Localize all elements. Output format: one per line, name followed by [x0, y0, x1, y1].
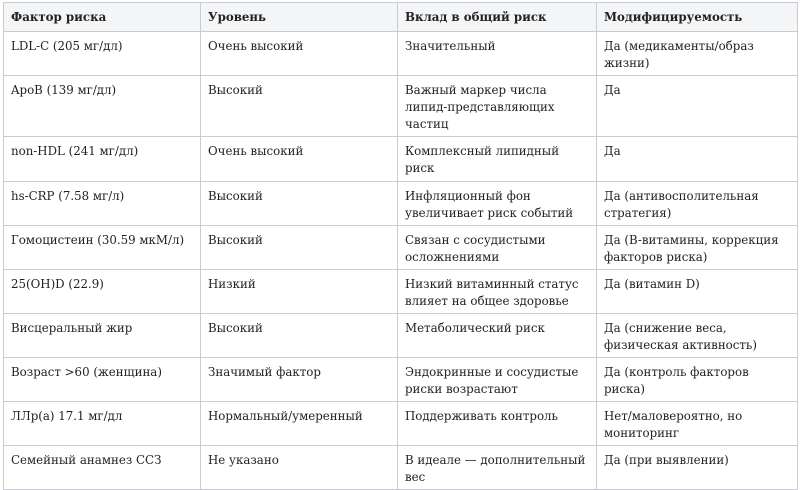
- cell-risk-factor: Висцеральный жир: [3, 313, 201, 358]
- header-modifiability: Модифицируемость: [596, 2, 798, 32]
- header-contribution: Вклад в общий риск: [397, 2, 597, 32]
- header-level: Уровень: [200, 2, 398, 32]
- cell-level: Не указано: [200, 445, 398, 490]
- cell-modifiability: Да (контроль факторов риска): [596, 357, 798, 402]
- cell-risk-factor: non-HDL (241 мг/дл): [3, 136, 201, 182]
- cell-modifiability: Да (B-витамины, коррекция факторов риска…: [596, 225, 798, 270]
- cell-contribution: Поддерживать контроль: [397, 401, 597, 446]
- table-row: ЛЛp(a) 17.1 мг/дл Нормальный/умеренный Под…: [3, 401, 798, 446]
- cell-level: Низкий: [200, 269, 398, 314]
- table-row: Висцеральный жир Высокий Метаболический ри…: [3, 313, 798, 358]
- table-row: LDL-C (205 мг/дл) Очень высокий Значительн…: [3, 31, 798, 76]
- cell-level: Высокий: [200, 181, 398, 226]
- cell-modifiability: Да (витамин D): [596, 269, 798, 314]
- table-row: hs-CRP (7.58 мг/л) Высокий Инфляционный фо…: [3, 181, 798, 226]
- cell-level: Очень высокий: [200, 31, 398, 76]
- cell-risk-factor: ApoB (139 мг/дл): [3, 75, 201, 137]
- table-row: 25(OH)D (22.9) Низкий Низкий витаминный ст…: [3, 269, 798, 314]
- header-risk-factor: Фактор риска: [3, 2, 201, 32]
- table-row: Возраст >60 (женщина) Значимый фактор Эндо…: [3, 357, 798, 402]
- table-row: ApoB (139 мг/дл) Высокий Важный маркер чис…: [3, 75, 798, 137]
- cell-contribution: Метаболический риск: [397, 313, 597, 358]
- cell-level: Высокий: [200, 313, 398, 358]
- cell-risk-factor: Семейный анамнез ССЗ: [3, 445, 201, 490]
- cell-contribution: Комплексный липидный риск: [397, 136, 597, 182]
- cell-risk-factor: ЛЛp(a) 17.1 мг/дл: [3, 401, 201, 446]
- cell-modifiability: Да (при выявлении): [596, 445, 798, 490]
- cell-contribution: Значительный: [397, 31, 597, 76]
- cell-contribution: Низкий витаминный статус влияет на общее…: [397, 269, 597, 314]
- cell-risk-factor: Возраст >60 (женщина): [3, 357, 201, 402]
- cell-level: Нормальный/умеренный: [200, 401, 398, 446]
- cell-modifiability: Да (снижение веса, физическая активность…: [596, 313, 798, 358]
- cell-modifiability: Нет/маловероятно, но мониторинг: [596, 401, 798, 446]
- risk-factor-table: Фактор риска Уровень Вклад в общий риск …: [3, 2, 798, 490]
- cell-level: Значимый фактор: [200, 357, 398, 402]
- cell-risk-factor: LDL-C (205 мг/дл): [3, 31, 201, 76]
- cell-risk-factor: Гомоцистеин (30.59 мкМ/л): [3, 225, 201, 270]
- cell-contribution: Важный маркер числа липид-представляющих…: [397, 75, 597, 137]
- cell-contribution: Инфляционный фон увеличивает риск событи…: [397, 181, 597, 226]
- cell-modifiability: Да: [596, 75, 798, 137]
- cell-level: Высокий: [200, 225, 398, 270]
- table-row: Гомоцистеин (30.59 мкМ/л) Высокий Связан с…: [3, 225, 798, 270]
- table-header-row: Фактор риска Уровень Вклад в общий риск …: [3, 2, 798, 32]
- cell-risk-factor: 25(OH)D (22.9): [3, 269, 201, 314]
- cell-modifiability: Да (антивосполительная стратегия): [596, 181, 798, 226]
- cell-level: Высокий: [200, 75, 398, 137]
- cell-contribution: Связан с сосудистыми осложнениями: [397, 225, 597, 270]
- cell-contribution: В идеале — дополнительный вес: [397, 445, 597, 490]
- table-row: non-HDL (241 мг/дл) Очень высокий Комплекс…: [3, 136, 798, 182]
- cell-modifiability: Да (медикаменты/образ жизни): [596, 31, 798, 76]
- cell-modifiability: Да: [596, 136, 798, 182]
- table-row: Семейный анамнез ССЗ Не указано В идеале —…: [3, 445, 798, 490]
- cell-level: Очень высокий: [200, 136, 398, 182]
- cell-risk-factor: hs-CRP (7.58 мг/л): [3, 181, 201, 226]
- cell-contribution: Эндокринные и сосудистые риски возрастаю…: [397, 357, 597, 402]
